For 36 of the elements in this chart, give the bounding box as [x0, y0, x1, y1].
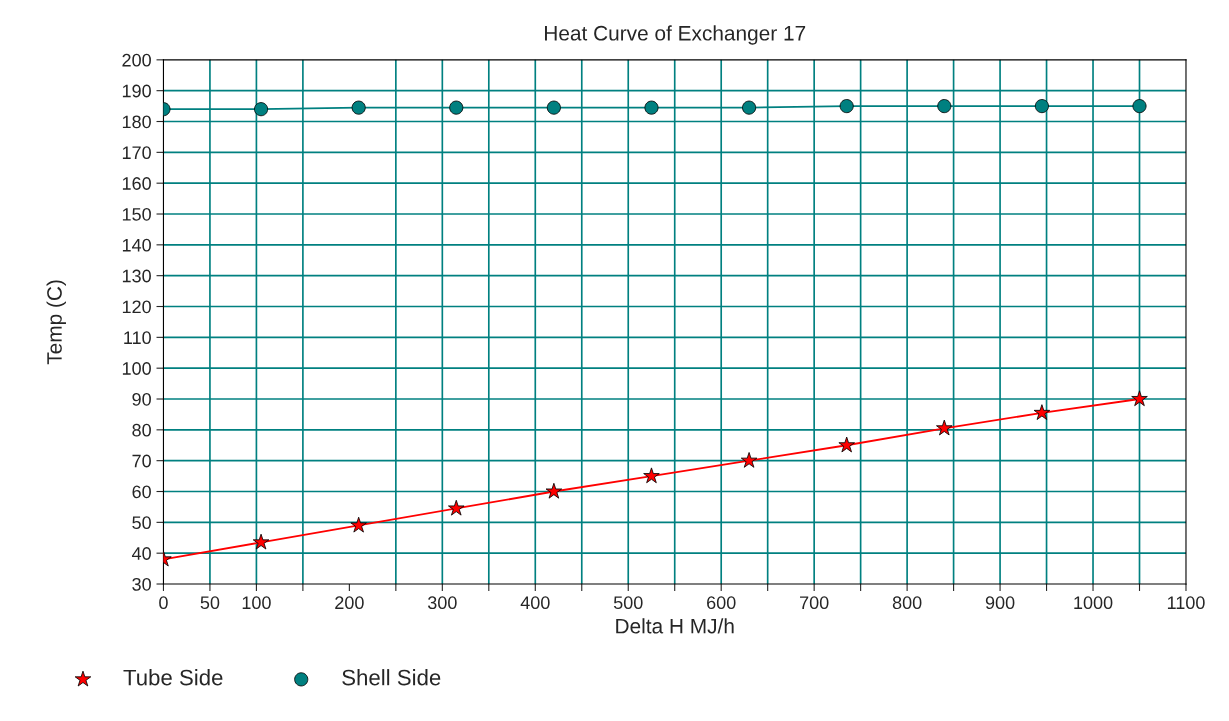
legend-label: Tube Side [123, 669, 223, 686]
y-tick-label: 70 [132, 454, 151, 468]
y-tick-label: 30 [132, 577, 151, 591]
y-tick-label: 150 [122, 207, 151, 221]
y-tick-label: 100 [122, 362, 151, 375]
y-axis-title: Temp (C) [46, 280, 66, 365]
x-tick-label: 1000 [1074, 596, 1113, 610]
y-tick-label: 50 [132, 516, 151, 530]
x-tick-label: 600 [707, 596, 736, 610]
y-tick-label: 190 [122, 84, 151, 98]
legend-label: Shell Side [342, 669, 441, 686]
x-tick-label: 400 [520, 596, 550, 610]
x-tick-label: 50 [200, 596, 220, 610]
x-tick-label: 800 [892, 596, 922, 610]
x-tick-label: 200 [335, 596, 364, 610]
y-tick-label: 160 [122, 177, 151, 190]
x-tick-label: 900 [985, 596, 1015, 610]
y-tick-label: 120 [122, 300, 151, 314]
x-tick-label: 1100 [1167, 596, 1205, 610]
y-tick-label: 40 [131, 547, 151, 560]
x-tick-label: 100 [242, 596, 271, 610]
y-tick-label: 170 [122, 146, 151, 160]
x-axis-title: Delta H MJ/h [616, 618, 734, 634]
x-tick-label: 300 [427, 596, 457, 610]
y-tick-label: 60 [132, 485, 151, 499]
y-tick-label: 110 [124, 331, 151, 345]
y-tick-label: 200 [122, 53, 151, 67]
y-tick-label: 180 [122, 115, 151, 129]
y-tick-label: 130 [122, 269, 151, 283]
chart-title: Heat Curve of Exchanger 17 [545, 25, 806, 45]
y-tick-label: 80 [132, 423, 151, 437]
x-tick-label: 0 [159, 596, 168, 610]
y-tick-label: 90 [132, 392, 151, 406]
x-tick-label: 500 [613, 596, 643, 610]
y-tick-label: 140 [122, 238, 151, 252]
x-tick-label: 700 [800, 596, 829, 610]
